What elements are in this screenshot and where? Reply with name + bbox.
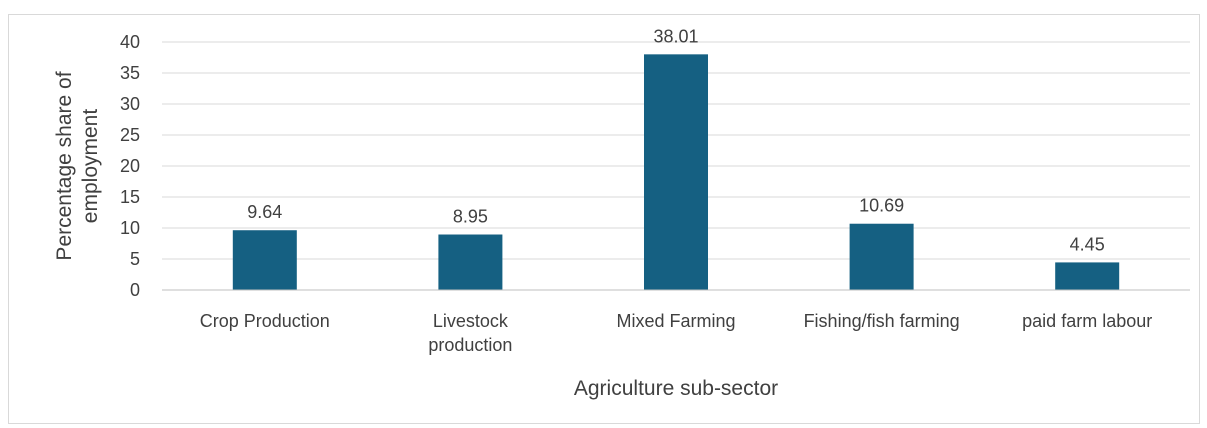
bar: [644, 54, 708, 291]
category-label-line: Crop Production: [200, 311, 330, 331]
y-tick-label: 15: [120, 187, 140, 207]
y-axis-title-line: employment: [79, 109, 102, 224]
y-tick-label: 0: [130, 280, 140, 300]
x-axis-title: Agriculture sub-sector: [574, 377, 778, 400]
y-tick-label: 25: [120, 125, 140, 145]
y-tick-label: 20: [120, 156, 140, 176]
category-label: Livestock production: [428, 311, 512, 355]
category-label: paid farm labour: [1022, 311, 1152, 331]
bar: [849, 223, 914, 290]
y-tick-label: 40: [120, 32, 140, 52]
category-label-line: Fishing/fish farming: [804, 311, 960, 331]
bar: [438, 234, 503, 290]
y-tick-label: 5: [130, 249, 140, 269]
category-label: Mixed Farming: [616, 311, 735, 331]
bar: [1055, 262, 1120, 290]
bar: [232, 230, 297, 290]
category-labels: Crop Production Livestock production Mixed …: [200, 311, 1152, 355]
bars: [232, 54, 1120, 291]
y-axis-title: Percentage share of employment: [53, 71, 102, 260]
y-tick-labels: 0 5 10 15 20 25 30 35 40: [120, 32, 140, 300]
chart-frame: [8, 14, 1200, 424]
data-label: 38.01: [653, 26, 698, 46]
category-label-line: production: [428, 335, 512, 355]
category-label-line: Livestock: [433, 311, 509, 331]
y-tick-label: 35: [120, 63, 140, 83]
category-label-line: paid farm labour: [1022, 311, 1152, 331]
category-label: Crop Production: [200, 311, 330, 331]
data-label: 10.69: [859, 196, 904, 216]
category-label-line: Mixed Farming: [616, 311, 735, 331]
category-label: Fishing/fish farming: [804, 311, 960, 331]
data-labels: 9.64 8.95 38.01 10.69 4.45: [247, 26, 1104, 254]
data-label: 4.45: [1070, 234, 1105, 254]
y-tick-label: 30: [120, 94, 140, 114]
y-tick-label: 10: [120, 218, 140, 238]
data-label: 9.64: [247, 202, 282, 222]
data-label: 8.95: [453, 207, 488, 227]
y-axis-title-line: Percentage share of: [53, 71, 76, 260]
